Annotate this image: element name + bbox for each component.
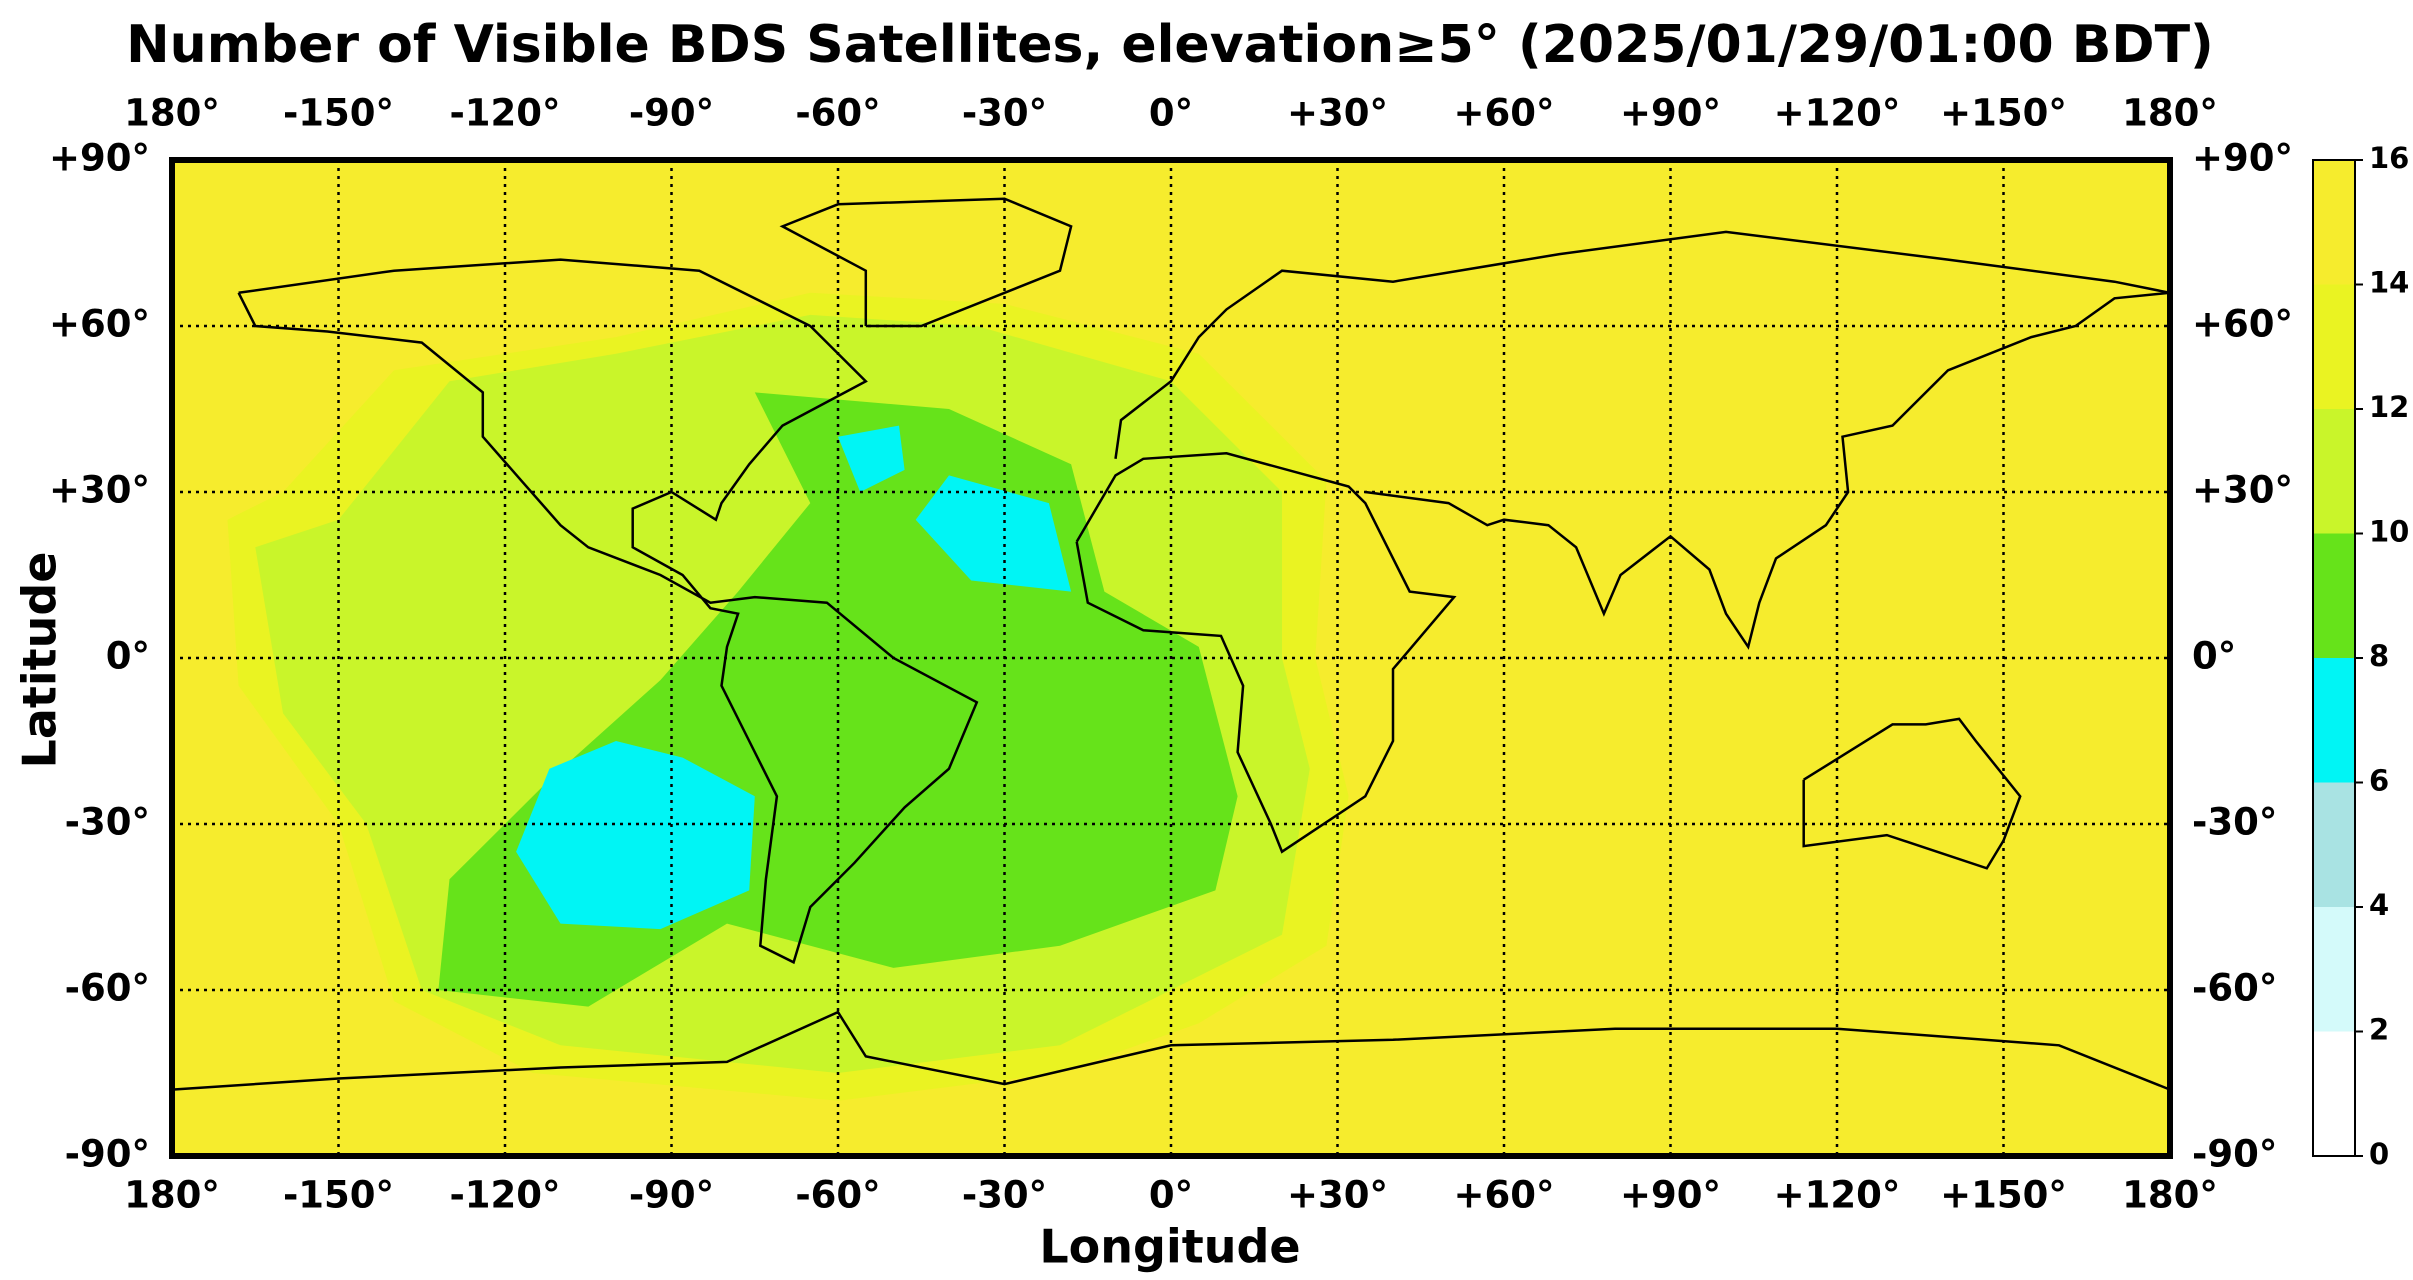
coastline <box>237 258 979 965</box>
y-tick-label: +60° <box>49 303 150 346</box>
colorbar-segment <box>2313 533 2355 658</box>
colorbar-segment <box>2313 658 2355 783</box>
x-tick-label: -150° <box>283 92 394 135</box>
y-tick-label: -90° <box>2192 1133 2277 1176</box>
x-tick-label: +60° <box>1454 92 1555 135</box>
visibility-region <box>915 475 1072 592</box>
colorbar-segment <box>2313 1031 2355 1156</box>
y-tick-label: +30° <box>49 469 150 512</box>
y-axis-label: Latitude <box>13 552 67 769</box>
coastline <box>1802 717 2022 870</box>
x-tick-label: -30° <box>962 1174 1047 1217</box>
colorbar-tick-label: 16 <box>2369 141 2409 175</box>
coastline <box>1365 291 2171 650</box>
x-tick-label: -90° <box>629 92 714 135</box>
x-tick-label: 0° <box>1149 1174 1193 1217</box>
colorbar-segment <box>2313 409 2355 534</box>
y-tick-label: 0° <box>2192 635 2236 678</box>
colorbar-tick-label: 10 <box>2369 515 2409 549</box>
x-tick-label: 180° <box>2122 92 2218 135</box>
y-tick-label: -30° <box>65 801 150 844</box>
y-tick-label: +90° <box>49 137 150 180</box>
x-tick-label: -120° <box>449 1174 560 1217</box>
colorbar-tick-label: 4 <box>2369 888 2389 922</box>
x-axis-label: Longitude <box>1039 1220 1300 1274</box>
x-tick-label: +120° <box>1774 92 1901 135</box>
x-tick-label: -30° <box>962 92 1047 135</box>
coastline <box>1114 230 2171 459</box>
y-tick-label: 0° <box>106 635 150 678</box>
x-tick-label: -120° <box>449 92 560 135</box>
x-tick-label: -90° <box>629 1174 714 1217</box>
visibility-region <box>516 741 755 930</box>
y-tick-label: -60° <box>2192 967 2277 1010</box>
colorbar-tick-label: 8 <box>2369 639 2389 673</box>
coastline <box>1075 452 1457 854</box>
x-tick-label: +60° <box>1454 1174 1555 1217</box>
x-tick-label: -150° <box>283 1174 394 1217</box>
coastline <box>779 197 1073 328</box>
x-tick-label: +30° <box>1287 92 1388 135</box>
colorbar-segment <box>2313 160 2355 285</box>
x-tick-label: +90° <box>1620 92 1721 135</box>
y-tick-label: +30° <box>2192 469 2293 512</box>
visibility-region <box>838 425 905 492</box>
colorbar-segment <box>2313 782 2355 907</box>
y-tick-label: +60° <box>2192 303 2293 346</box>
y-tick-label: -30° <box>2192 801 2277 844</box>
colorbar-tick-label: 0 <box>2369 1137 2389 1171</box>
colorbar-segment <box>2313 907 2355 1032</box>
y-tick-label: +90° <box>2192 137 2293 180</box>
y-tick-label: -60° <box>65 967 150 1010</box>
x-tick-label: 180° <box>2122 1174 2218 1217</box>
x-tick-label: +120° <box>1774 1174 1901 1217</box>
colorbar-tick-label: 2 <box>2369 1013 2389 1047</box>
x-tick-label: -60° <box>795 1174 880 1217</box>
x-tick-label: +150° <box>1940 92 2067 135</box>
x-tick-label: 0° <box>1149 92 1193 135</box>
colorbar-tick-label: 14 <box>2369 266 2409 300</box>
chart-title: Number of Visible BDS Satellites, elevat… <box>126 15 2214 75</box>
y-tick-label: -90° <box>65 1133 150 1176</box>
x-tick-label: -60° <box>795 92 880 135</box>
x-tick-label: +150° <box>1940 1174 2067 1217</box>
x-tick-label: 180° <box>124 1174 220 1217</box>
x-tick-label: 180° <box>124 92 220 135</box>
colorbar-tick-label: 12 <box>2369 390 2409 424</box>
map-frame <box>169 157 2173 1159</box>
x-tick-label: +90° <box>1620 1174 1721 1217</box>
x-tick-label: +30° <box>1287 1174 1388 1217</box>
colorbar-segment <box>2313 284 2355 409</box>
colorbar-tick-label: 6 <box>2369 764 2389 798</box>
coastline <box>171 1010 2171 1091</box>
